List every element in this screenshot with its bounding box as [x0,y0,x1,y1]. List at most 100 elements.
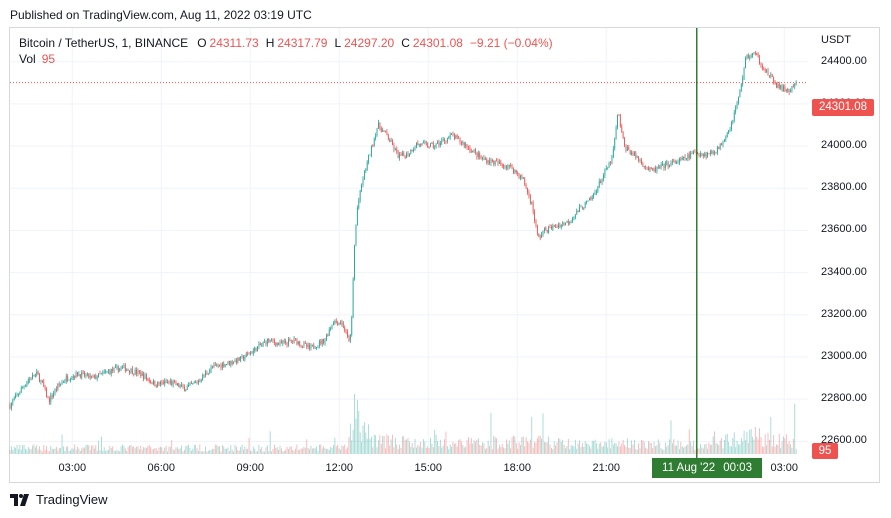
candle-body [673,161,675,162]
candle-body [241,356,243,357]
last-volume-tag: 95 [812,443,838,459]
volume-bar [63,446,64,454]
candle-body [584,202,586,208]
volume-bar [776,444,777,454]
volume-bar [362,425,364,454]
candle-body [738,96,739,104]
candle-body [414,147,416,150]
candle-body [463,142,465,147]
volume-bar [393,447,395,454]
candle-body [323,339,325,344]
volume-bar [264,451,265,454]
volume-bar [227,447,229,454]
volume-bar [483,443,485,454]
volume-bar [214,444,216,454]
volume-bar [386,434,388,454]
candle-body [498,161,500,164]
candle-body [13,398,15,401]
candle-body [47,397,49,399]
candle-body [275,342,277,346]
volume-bar [245,449,247,454]
volume-bar [535,442,537,454]
candle-body [610,162,611,164]
candle-body [231,361,233,364]
candle-body [701,153,703,155]
candle-body [137,370,139,374]
volume-bar [136,446,137,454]
volume-bar [347,447,348,454]
volume-bar [496,438,498,454]
volume-bar [573,446,575,454]
volume-bar [323,446,325,454]
volume-bar [631,440,633,454]
crosshair-time: 00:03 [723,462,752,474]
volume-bar [456,446,458,454]
volume-value: 95 [41,52,56,66]
candle-body [677,162,679,163]
candle-body [462,142,464,144]
candle-body [468,147,469,149]
candle-body [366,161,368,170]
candle-body [309,344,310,349]
candle-body [573,217,575,219]
volume-bar [70,450,71,454]
candle-body [725,137,727,141]
volume-bar [470,437,472,454]
candle-body [680,159,682,160]
candle-body [417,142,419,145]
volume-bar [167,451,168,454]
candle-body [103,372,105,373]
volume-bar [709,444,711,454]
candle-body [117,366,119,372]
volume-bar [105,450,107,454]
volume-bar [55,447,57,454]
volume-bar [221,445,223,454]
close-label: C [401,36,410,50]
volume-bar [290,446,292,454]
volume-bar [153,449,154,454]
volume-bar [580,446,582,454]
candle-body [598,181,600,187]
volume-bar [546,442,548,454]
candle-body [490,159,492,164]
candle-body [545,227,547,231]
volume-bar [601,446,603,454]
candle-body [590,197,592,200]
candle-body [140,372,142,377]
volume-bar [414,438,416,454]
volume-bar [29,448,31,454]
candle-body [271,338,272,340]
candle-body [666,162,668,164]
volume-bar [707,448,708,454]
candle-body [392,140,393,146]
candle-body [181,384,182,386]
candle-body [552,225,554,230]
volume-bar [26,449,28,454]
volume-bar [165,445,167,454]
candle-body [334,320,336,324]
candle-body [607,167,609,169]
candle-body [591,196,593,200]
volume-bar [579,440,580,454]
candle-body [732,120,734,123]
candle-body [282,341,284,344]
volume-bar [363,422,365,454]
volume-bar [607,447,609,454]
candle-body [548,226,550,233]
candle-body [522,178,524,180]
candle-body [567,220,569,224]
candle-body [361,184,363,191]
candle-body [255,347,257,352]
candle-body [65,376,67,382]
candle-body [792,86,794,87]
candle-body [326,334,327,340]
brand-logo[interactable]: TradingView [10,492,108,507]
volume-bar [611,438,613,454]
volume-bar [400,447,402,454]
volume-bar [740,438,742,454]
volume-bar [760,437,762,454]
volume-bar [162,450,164,454]
candle-body [581,206,583,210]
candle-body [264,341,265,343]
